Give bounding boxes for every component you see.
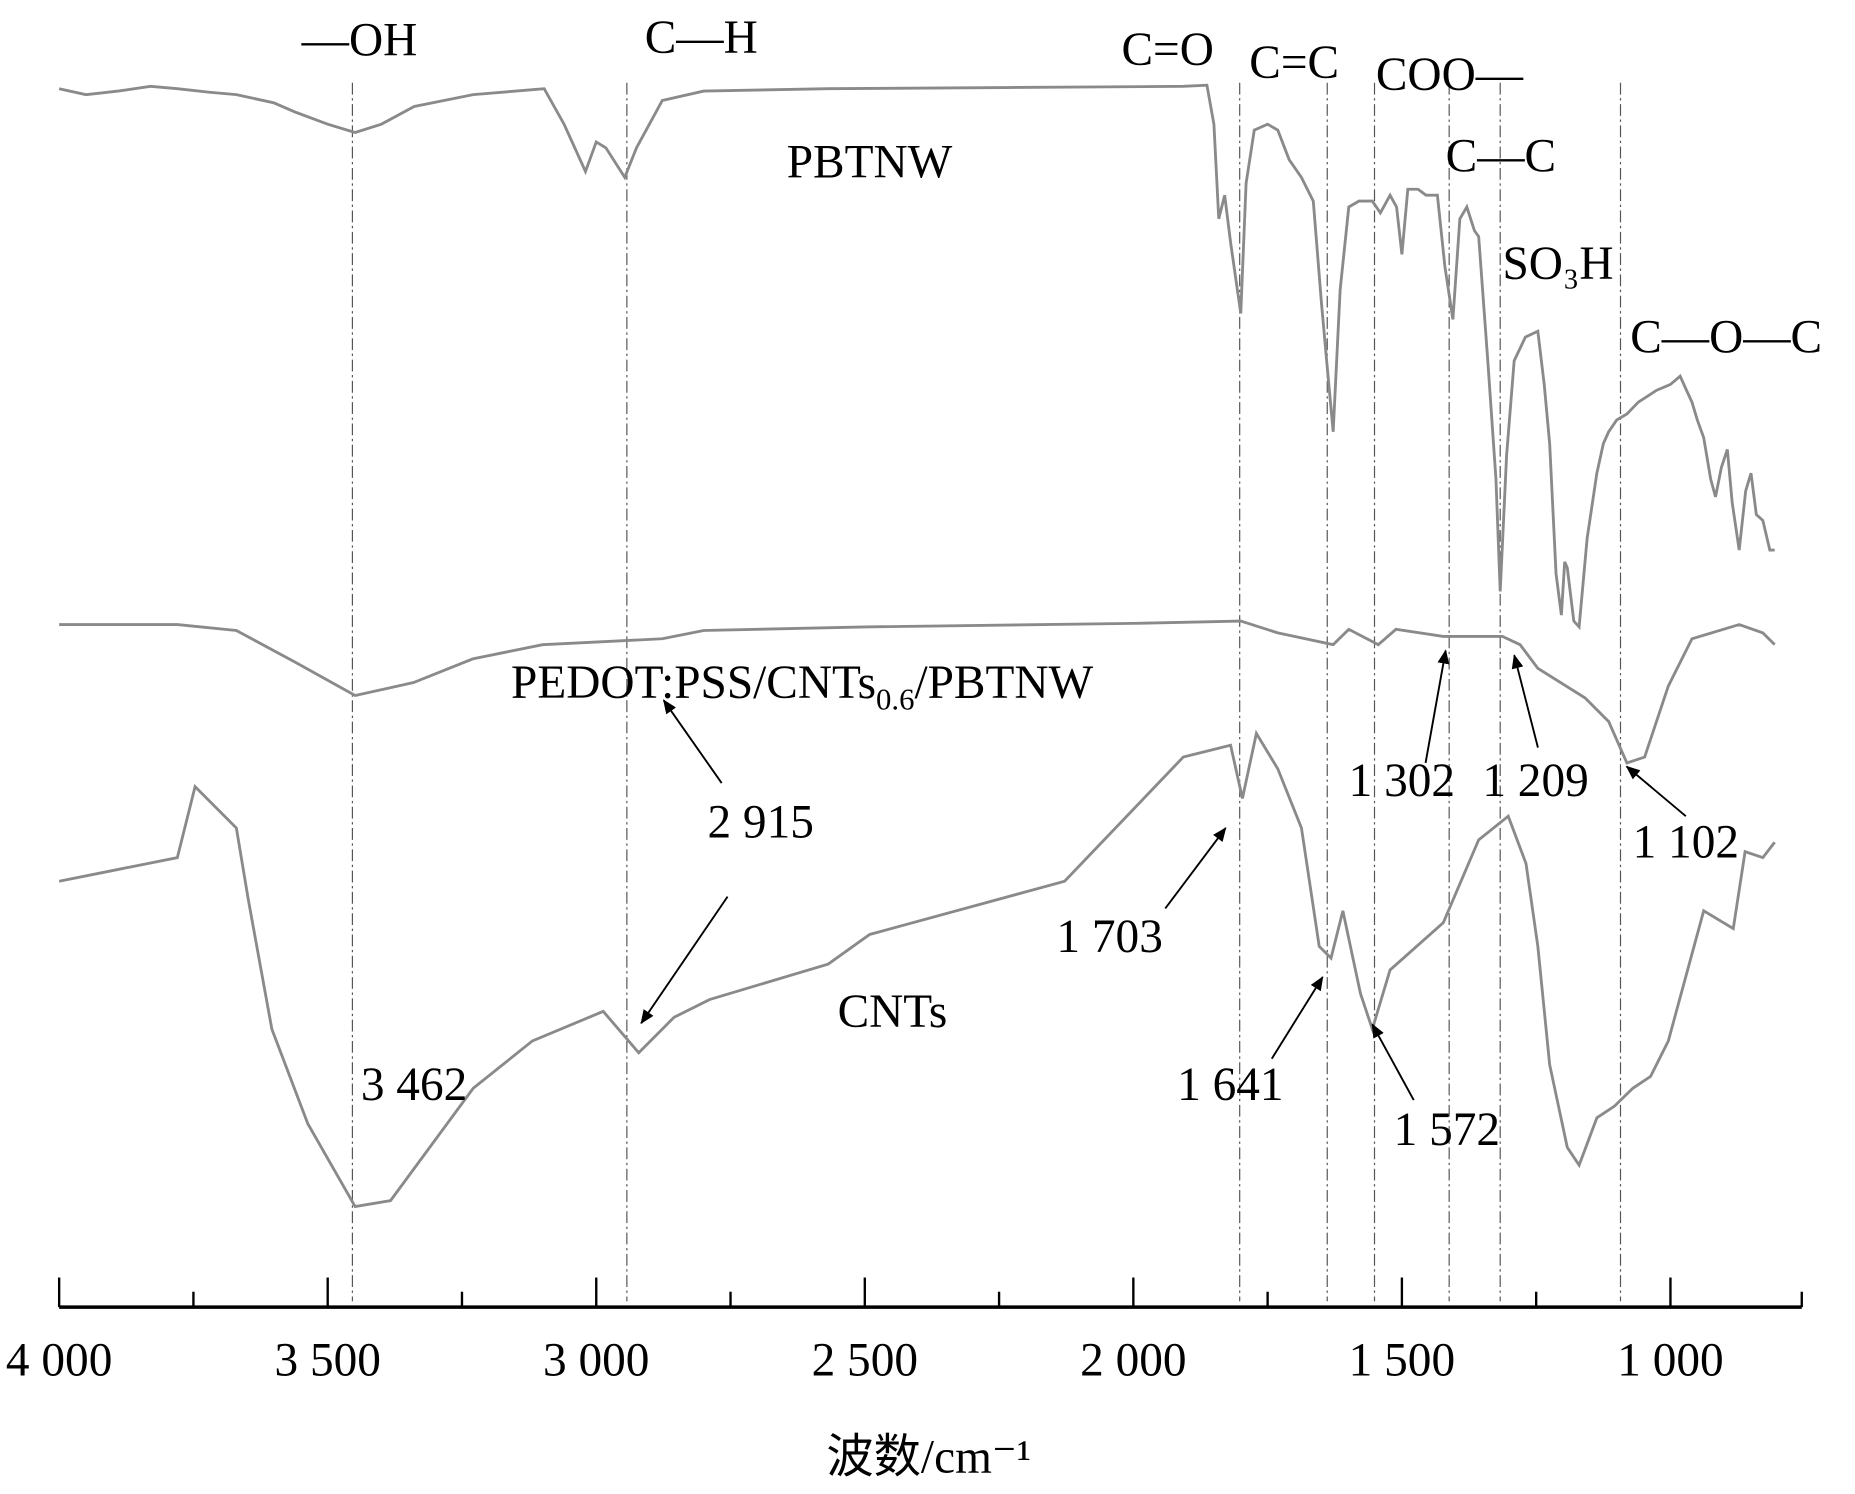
- tick-label-2: 3 000: [543, 1335, 649, 1387]
- group-label-ch: C—H: [645, 12, 758, 64]
- series-label-cnts: CNTs: [838, 986, 948, 1038]
- series-label-composite-main: PEDOT:PSS/CNTs: [511, 657, 876, 709]
- tick-label-0: 4 000: [6, 1335, 112, 1387]
- spectra: [58, 83, 1776, 1209]
- tick-label-6: 1 000: [1617, 1335, 1723, 1387]
- series-label-composite-tail: /PBTNW: [914, 657, 1093, 709]
- arrow-1102: [1625, 765, 1687, 817]
- peak-label-1209: 1 209: [1482, 755, 1588, 807]
- peak-label-1703: 1 703: [1056, 911, 1162, 963]
- group-label-cc: C—C: [1446, 131, 1556, 183]
- x-ticks: 4 000 3 500 3 000 2 500 2 000 1 500 1 000: [6, 1277, 1803, 1387]
- peak-label-1572: 1 572: [1394, 1104, 1500, 1156]
- series-label-composite-sub: 0.6: [876, 683, 914, 717]
- x-axis-label: 波数/cm⁻¹: [826, 1432, 1031, 1484]
- peak-label-1641: 1 641: [1177, 1059, 1283, 1111]
- arrow-1703: [1164, 827, 1227, 910]
- arrow-1572: [1371, 1023, 1415, 1101]
- series-label-composite: PEDOT:PSS/CNTs0.6/PBTNW: [511, 657, 1093, 717]
- peak-label-1302: 1 302: [1349, 755, 1455, 807]
- series-line-0: [58, 83, 1775, 631]
- peak-label-3462: 3 462: [361, 1059, 467, 1111]
- arrow-2915-up: [662, 699, 723, 784]
- peak-label-2915: 2 915: [707, 796, 813, 848]
- group-label-co: C=O: [1122, 24, 1214, 76]
- series-line-1: [59, 619, 1776, 765]
- arrow-1209: [1511, 654, 1539, 748]
- series-label-pbtnw: PBTNW: [787, 136, 953, 188]
- group-label-coo: COO—: [1376, 49, 1524, 101]
- arrow-2915-down: [640, 896, 729, 1025]
- arrow-1302: [1424, 649, 1450, 764]
- group-label-cc-double: C=C: [1249, 37, 1339, 89]
- tick-label-5: 1 500: [1349, 1335, 1455, 1387]
- series-line-2: [58, 729, 1776, 1209]
- group-label-oh: —OH: [301, 15, 418, 67]
- group-label-coc: C—O—C: [1630, 312, 1822, 364]
- peak-label-1102: 1 102: [1633, 817, 1739, 869]
- group-label-so3h: SO₃H: [1502, 238, 1613, 290]
- tick-label-1: 3 500: [274, 1335, 380, 1387]
- tick-label-4: 2 000: [1080, 1335, 1186, 1387]
- tick-label-3: 2 500: [812, 1335, 918, 1387]
- arrow-1641: [1270, 976, 1324, 1060]
